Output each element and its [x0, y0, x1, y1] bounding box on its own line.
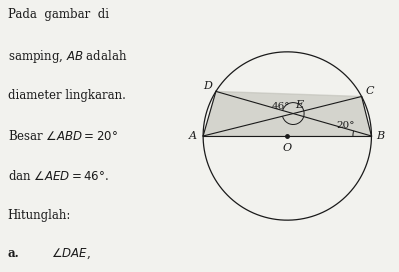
Text: diameter lingkaran.: diameter lingkaran.	[8, 89, 126, 102]
Text: Hitunglah:: Hitunglah:	[8, 209, 71, 222]
Text: O: O	[283, 143, 292, 153]
Text: Pada  gambar  di: Pada gambar di	[8, 8, 109, 21]
Text: $\angle DAE$,: $\angle DAE$,	[51, 247, 91, 261]
Text: 46°: 46°	[271, 101, 290, 110]
Text: samping, $AB$ adalah: samping, $AB$ adalah	[8, 48, 127, 66]
Text: 20°: 20°	[336, 120, 355, 129]
Text: a.: a.	[8, 247, 20, 260]
Text: dan $\angle AED = 46°$.: dan $\angle AED = 46°$.	[8, 169, 109, 183]
Text: C: C	[366, 86, 374, 97]
Text: E: E	[295, 100, 303, 110]
Text: B: B	[376, 131, 384, 141]
Polygon shape	[203, 91, 371, 136]
Text: Besar $\angle ABD = 20°$: Besar $\angle ABD = 20°$	[8, 129, 118, 143]
Text: A: A	[189, 131, 197, 141]
Text: D: D	[203, 81, 212, 91]
